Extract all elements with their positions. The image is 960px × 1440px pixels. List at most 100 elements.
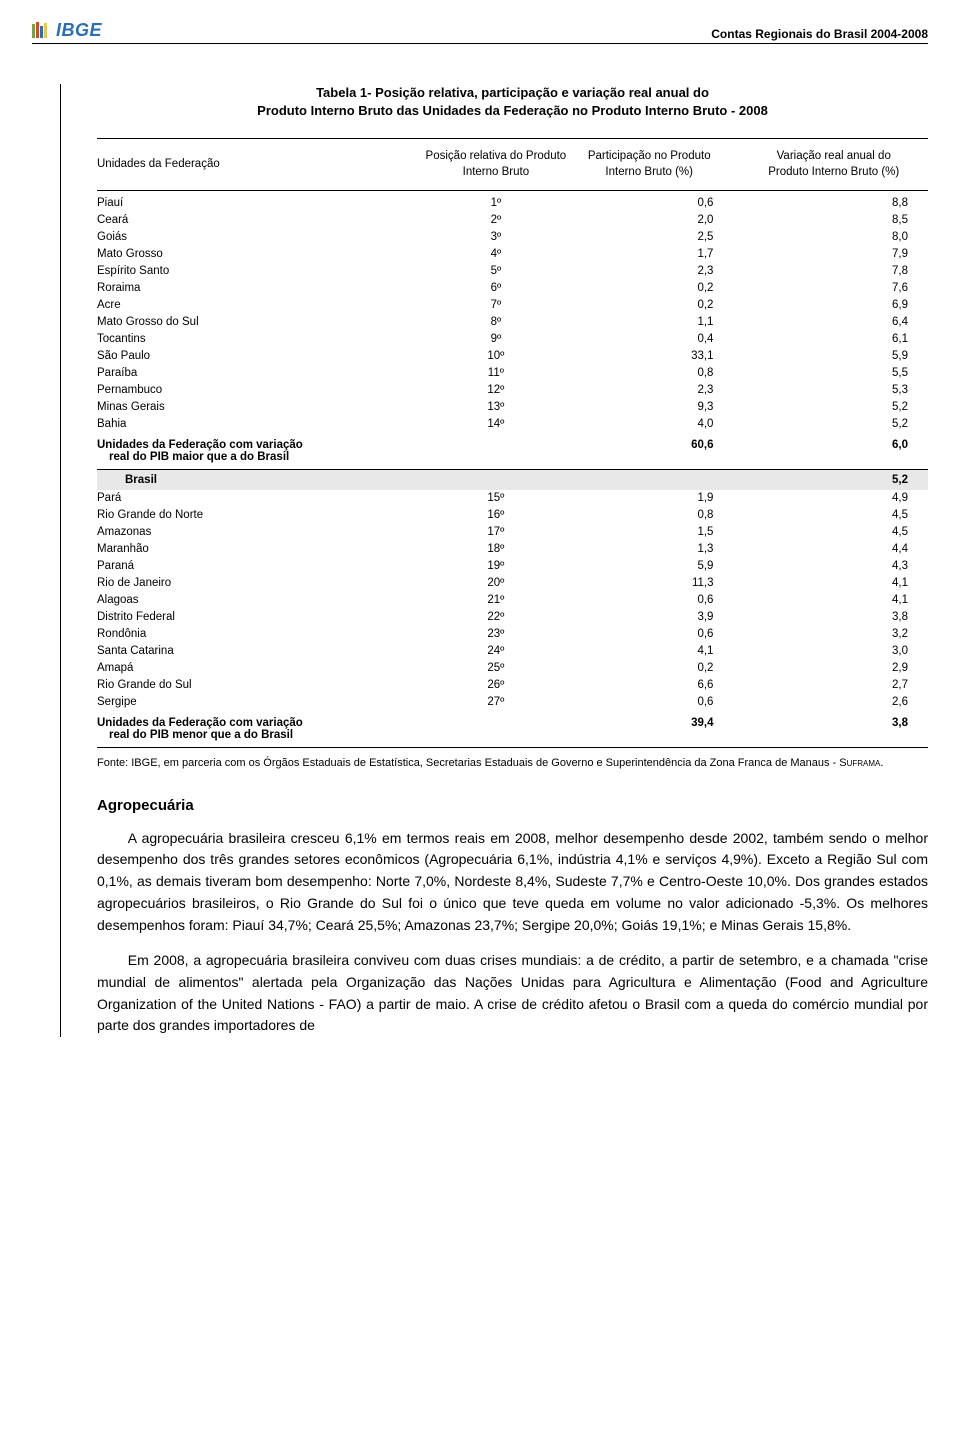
summary-below-l1: Unidades da Federação com variação <box>97 717 303 729</box>
cell-pos: 14º <box>413 416 579 433</box>
cell-part: 1,3 <box>579 541 754 558</box>
cell-var: 8,0 <box>753 229 928 246</box>
source-text: Fonte: IBGE, em parceria com os Órgãos E… <box>97 757 839 769</box>
table-row: Rio Grande do Norte16º0,84,5 <box>97 507 928 524</box>
cell-name: Pará <box>97 490 413 507</box>
cell-name: Ceará <box>97 212 413 229</box>
cell-name: Espírito Santo <box>97 263 413 280</box>
cell-name: Bahia <box>97 416 413 433</box>
cell-part: 2,3 <box>579 382 754 399</box>
cell-pos: 5º <box>413 263 579 280</box>
cell-var: 2,7 <box>753 677 928 694</box>
cell-var: 6,9 <box>753 297 928 314</box>
summary-below-row: Unidades da Federação com variação real … <box>97 711 928 748</box>
table-row: Mato Grosso4º1,77,9 <box>97 246 928 263</box>
table-header-row: Unidades da Federação Posição relativa d… <box>97 139 928 191</box>
cell-part: 4,1 <box>579 643 754 660</box>
body-paragraph-2: Em 2008, a agropecuária brasileira convi… <box>97 950 928 1037</box>
cell-pos: 7º <box>413 297 579 314</box>
table-row: Amapá25º0,22,9 <box>97 660 928 677</box>
cell-pos: 6º <box>413 280 579 297</box>
cell-part: 1,7 <box>579 246 754 263</box>
cell-part: 5,9 <box>579 558 754 575</box>
cell-name: Minas Gerais <box>97 399 413 416</box>
cell-name: Tocantins <box>97 331 413 348</box>
cell-part: 0,2 <box>579 660 754 677</box>
source-suffix: Suframa. <box>839 757 883 769</box>
cell-part: 2,0 <box>579 212 754 229</box>
cell-name: Rio Grande do Norte <box>97 507 413 524</box>
cell-name: Roraima <box>97 280 413 297</box>
cell-part: 0,6 <box>579 191 754 212</box>
table-row: Paraíba11º0,85,5 <box>97 365 928 382</box>
cell-name: Acre <box>97 297 413 314</box>
summary-above-row: Unidades da Federação com variação real … <box>97 433 928 470</box>
table-row: Amazonas17º1,54,5 <box>97 524 928 541</box>
cell-pos: 3º <box>413 229 579 246</box>
cell-pos: 1º <box>413 191 579 212</box>
cell-part: 1,9 <box>579 490 754 507</box>
cell-name: São Paulo <box>97 348 413 365</box>
cell-part: 0,2 <box>579 297 754 314</box>
table-row: Roraima6º0,27,6 <box>97 280 928 297</box>
cell-part: 0,6 <box>579 626 754 643</box>
table-row: Pará15º1,94,9 <box>97 490 928 507</box>
cell-var: 4,5 <box>753 507 928 524</box>
table-row: Rio de Janeiro20º11,34,1 <box>97 575 928 592</box>
summary-below-l2: real do PIB menor que a do Brasil <box>97 729 407 741</box>
table-row: Alagoas21º0,64,1 <box>97 592 928 609</box>
summary-above-l1: Unidades da Federação com variação <box>97 439 303 451</box>
table-row: Rondônia23º0,63,2 <box>97 626 928 643</box>
cell-pos: 25º <box>413 660 579 677</box>
col-header-var: Variação real anual do Produto Interno B… <box>753 139 928 191</box>
cell-pos: 24º <box>413 643 579 660</box>
cell-var: 5,9 <box>753 348 928 365</box>
cell-name: Piauí <box>97 191 413 212</box>
cell-pos: 9º <box>413 331 579 348</box>
cell-name: Paraná <box>97 558 413 575</box>
cell-var: 3,2 <box>753 626 928 643</box>
document-title: Contas Regionais do Brasil 2004-2008 <box>711 27 928 41</box>
table-title-line1: Tabela 1- Posição relativa, participação… <box>316 85 709 100</box>
table-row: Paraná19º5,94,3 <box>97 558 928 575</box>
cell-part: 0,6 <box>579 694 754 711</box>
summary-above-var: 6,0 <box>753 433 928 470</box>
page-header: IBGE Contas Regionais do Brasil 2004-200… <box>32 20 928 44</box>
cell-pos: 19º <box>413 558 579 575</box>
cell-pos: 16º <box>413 507 579 524</box>
summary-below-var: 3,8 <box>753 711 928 748</box>
cell-var: 2,9 <box>753 660 928 677</box>
cell-pos: 18º <box>413 541 579 558</box>
col-header-name: Unidades da Federação <box>97 139 413 191</box>
cell-var: 7,9 <box>753 246 928 263</box>
brasil-row: Brasil 5,2 <box>97 469 928 490</box>
cell-part: 0,8 <box>579 507 754 524</box>
cell-part: 0,2 <box>579 280 754 297</box>
cell-part: 0,8 <box>579 365 754 382</box>
table-row: Mato Grosso do Sul8º1,16,4 <box>97 314 928 331</box>
cell-pos: 15º <box>413 490 579 507</box>
col-header-pos: Posição relativa do Produto Interno Brut… <box>413 139 579 191</box>
cell-part: 1,1 <box>579 314 754 331</box>
cell-name: Alagoas <box>97 592 413 609</box>
cell-name: Rio de Janeiro <box>97 575 413 592</box>
cell-part: 2,5 <box>579 229 754 246</box>
cell-pos: 22º <box>413 609 579 626</box>
cell-part: 0,4 <box>579 331 754 348</box>
cell-var: 3,8 <box>753 609 928 626</box>
table-row: São Paulo10º33,15,9 <box>97 348 928 365</box>
cell-part: 1,5 <box>579 524 754 541</box>
cell-var: 3,0 <box>753 643 928 660</box>
body-paragraph-1: A agropecuária brasileira cresceu 6,1% e… <box>97 828 928 936</box>
ibge-logo-text: IBGE <box>56 20 102 41</box>
table-row: Acre7º0,26,9 <box>97 297 928 314</box>
table-row: Ceará2º2,08,5 <box>97 212 928 229</box>
cell-name: Sergipe <box>97 694 413 711</box>
cell-name: Pernambuco <box>97 382 413 399</box>
ibge-logo-icon <box>32 22 52 40</box>
cell-var: 7,6 <box>753 280 928 297</box>
cell-name: Rondônia <box>97 626 413 643</box>
table-row: Minas Gerais13º9,35,2 <box>97 399 928 416</box>
cell-name: Distrito Federal <box>97 609 413 626</box>
table-row: Distrito Federal22º3,93,8 <box>97 609 928 626</box>
